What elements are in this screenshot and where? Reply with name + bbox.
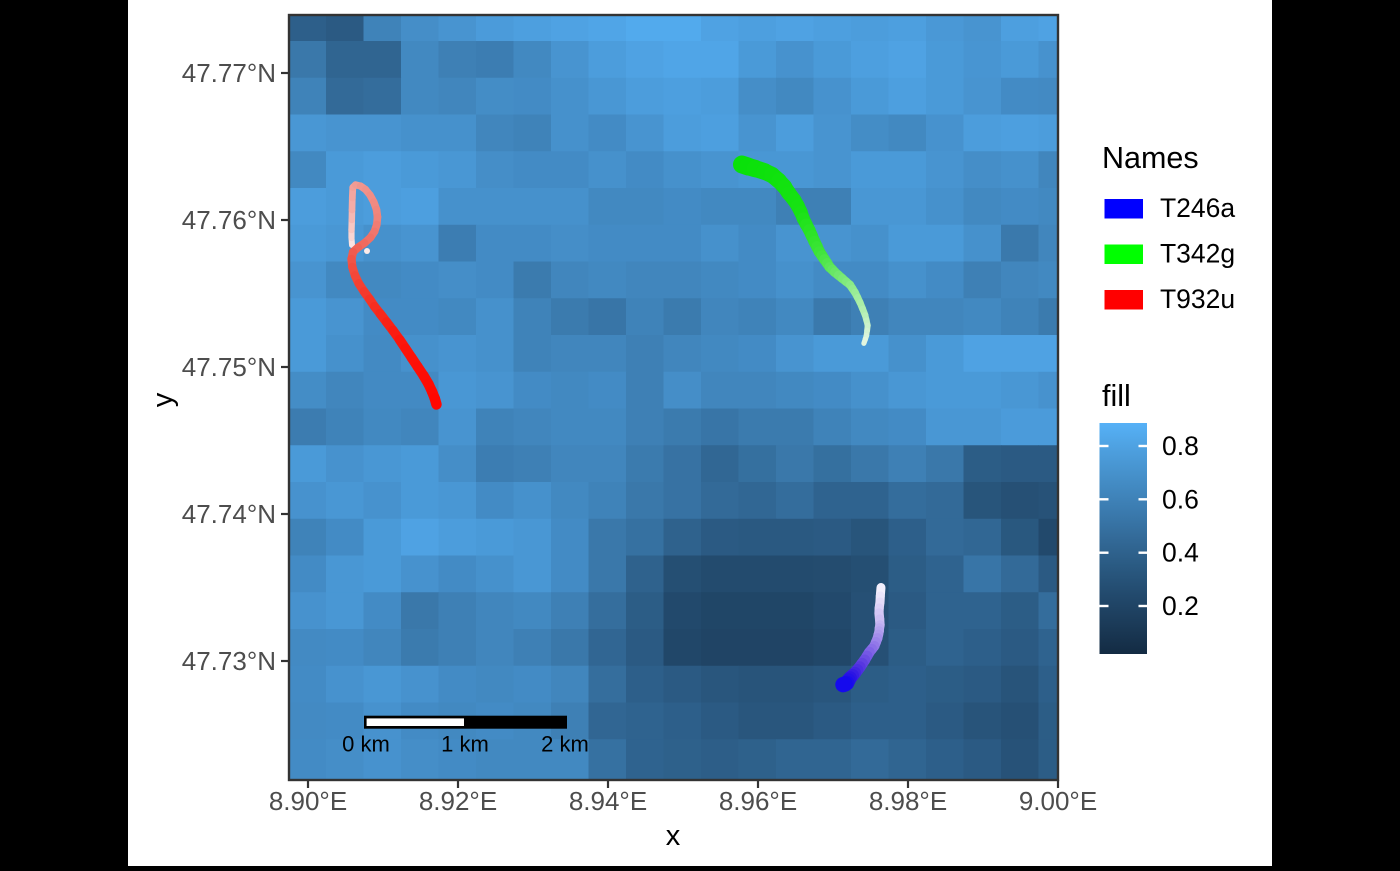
svg-text:Names: Names xyxy=(1102,141,1199,175)
svg-text:8.92°E: 8.92°E xyxy=(419,786,497,816)
svg-text:0.6: 0.6 xyxy=(1162,484,1199,514)
svg-text:47.76°N: 47.76°N xyxy=(182,205,276,235)
svg-text:47.74°N: 47.74°N xyxy=(182,499,276,529)
svg-text:0 km: 0 km xyxy=(342,732,390,757)
svg-text:8.96°E: 8.96°E xyxy=(719,786,797,816)
svg-text:y: y xyxy=(147,392,179,407)
svg-text:8.94°E: 8.94°E xyxy=(569,786,647,816)
svg-text:T342g: T342g xyxy=(1160,239,1235,269)
svg-text:2 km: 2 km xyxy=(541,732,589,757)
svg-text:47.75°N: 47.75°N xyxy=(182,352,276,382)
svg-text:47.77°N: 47.77°N xyxy=(182,58,276,88)
svg-text:x: x xyxy=(666,820,681,852)
svg-text:fill: fill xyxy=(1102,379,1131,413)
svg-text:8.90°E: 8.90°E xyxy=(269,786,347,816)
svg-text:T932u: T932u xyxy=(1160,284,1235,314)
svg-text:0.8: 0.8 xyxy=(1162,431,1199,461)
svg-text:0.2: 0.2 xyxy=(1162,591,1199,621)
svg-text:0.4: 0.4 xyxy=(1162,538,1199,568)
svg-text:T246a: T246a xyxy=(1160,193,1235,223)
svg-text:1 km: 1 km xyxy=(441,732,489,757)
svg-text:8.98°E: 8.98°E xyxy=(869,786,947,816)
svg-text:9.00°E: 9.00°E xyxy=(1019,786,1097,816)
svg-text:47.73°N: 47.73°N xyxy=(182,646,276,676)
